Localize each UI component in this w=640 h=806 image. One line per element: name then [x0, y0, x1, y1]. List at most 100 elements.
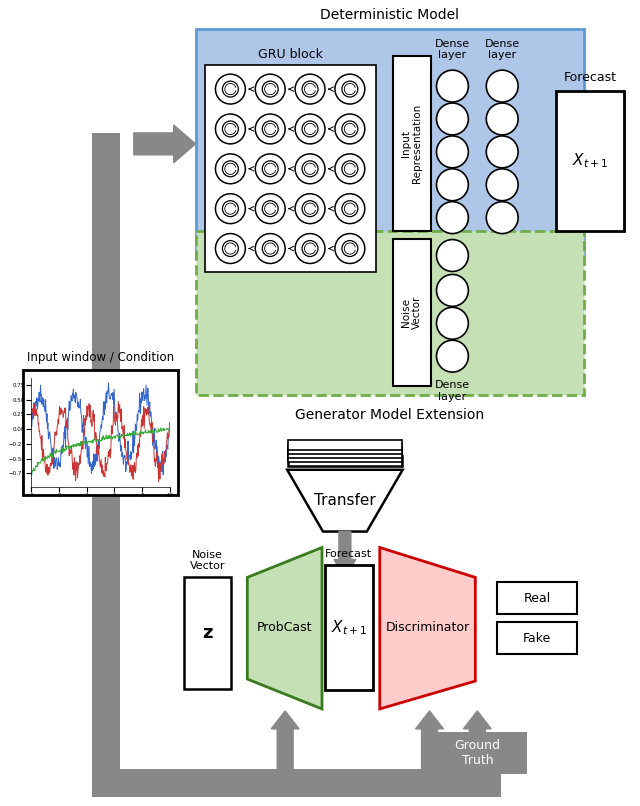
Circle shape	[342, 201, 358, 217]
Text: z: z	[202, 624, 212, 642]
Circle shape	[216, 114, 245, 144]
Text: Noise
Vector: Noise Vector	[189, 550, 225, 571]
Circle shape	[262, 161, 278, 177]
Circle shape	[302, 161, 318, 177]
Circle shape	[486, 70, 518, 102]
Circle shape	[436, 70, 468, 102]
Circle shape	[302, 201, 318, 217]
Circle shape	[302, 240, 318, 256]
Text: Noise
Vector: Noise Vector	[401, 296, 422, 329]
Circle shape	[223, 240, 238, 256]
Bar	[325, 566, 372, 690]
Circle shape	[436, 103, 468, 135]
Circle shape	[295, 114, 325, 144]
Circle shape	[335, 234, 365, 264]
Text: $X_{t+1}$: $X_{t+1}$	[331, 618, 367, 637]
Text: Dense
layer: Dense layer	[484, 39, 520, 60]
Circle shape	[486, 202, 518, 234]
Bar	[497, 622, 577, 654]
Polygon shape	[247, 547, 322, 709]
Text: Real: Real	[524, 592, 550, 604]
Circle shape	[342, 240, 358, 256]
Circle shape	[223, 121, 238, 137]
Circle shape	[436, 340, 468, 372]
Bar	[287, 448, 402, 458]
Circle shape	[486, 103, 518, 135]
Bar	[287, 444, 402, 454]
Circle shape	[302, 121, 318, 137]
Text: Ground
Truth: Ground Truth	[454, 739, 500, 767]
Circle shape	[295, 74, 325, 104]
Circle shape	[295, 234, 325, 264]
Circle shape	[486, 168, 518, 201]
Bar	[23, 370, 178, 495]
Bar	[205, 65, 376, 272]
Polygon shape	[271, 711, 299, 769]
Circle shape	[216, 193, 245, 223]
Circle shape	[223, 161, 238, 177]
Bar	[287, 440, 402, 450]
Circle shape	[436, 239, 468, 272]
Circle shape	[335, 193, 365, 223]
Circle shape	[223, 201, 238, 217]
Polygon shape	[415, 711, 444, 769]
Text: Fake: Fake	[523, 632, 551, 645]
Circle shape	[255, 193, 285, 223]
Polygon shape	[463, 711, 492, 732]
Bar	[393, 239, 431, 386]
Circle shape	[436, 275, 468, 306]
Circle shape	[223, 81, 238, 97]
Circle shape	[262, 240, 278, 256]
Circle shape	[262, 121, 278, 137]
Circle shape	[255, 234, 285, 264]
Circle shape	[255, 74, 285, 104]
Circle shape	[262, 81, 278, 97]
Text: Input
Representation: Input Representation	[401, 104, 422, 183]
Circle shape	[486, 136, 518, 168]
Circle shape	[342, 161, 358, 177]
Circle shape	[216, 74, 245, 104]
Bar	[92, 133, 120, 769]
Text: GRU block: GRU block	[258, 48, 323, 61]
Text: ProbCast: ProbCast	[257, 621, 312, 634]
Bar	[184, 577, 232, 689]
Text: Forecast: Forecast	[325, 550, 372, 559]
Bar	[196, 231, 584, 395]
Bar	[393, 56, 431, 231]
Text: Deterministic Model: Deterministic Model	[320, 8, 459, 23]
Text: Transfer: Transfer	[314, 493, 376, 508]
Circle shape	[295, 193, 325, 223]
Circle shape	[342, 121, 358, 137]
Circle shape	[436, 168, 468, 201]
Circle shape	[342, 81, 358, 97]
Circle shape	[335, 74, 365, 104]
Circle shape	[335, 114, 365, 144]
Circle shape	[262, 201, 278, 217]
Bar	[92, 769, 501, 796]
Bar	[497, 583, 577, 614]
Circle shape	[302, 81, 318, 97]
Circle shape	[335, 154, 365, 184]
Text: Discriminator: Discriminator	[385, 621, 470, 634]
Text: Input window / Condition: Input window / Condition	[27, 351, 174, 364]
Circle shape	[255, 154, 285, 184]
Circle shape	[216, 154, 245, 184]
Bar	[196, 29, 584, 259]
Text: Dense
layer: Dense layer	[435, 380, 470, 401]
Polygon shape	[134, 125, 196, 163]
Text: Generator Model Extension: Generator Model Extension	[295, 408, 484, 422]
Polygon shape	[287, 470, 403, 531]
Bar	[287, 452, 402, 462]
Circle shape	[295, 154, 325, 184]
Bar	[428, 732, 527, 774]
Circle shape	[436, 136, 468, 168]
Bar	[287, 456, 402, 466]
Circle shape	[436, 307, 468, 339]
Polygon shape	[380, 547, 476, 709]
Polygon shape	[334, 531, 356, 577]
Circle shape	[216, 234, 245, 264]
Text: $X_{t+1}$: $X_{t+1}$	[572, 152, 608, 170]
Circle shape	[436, 202, 468, 234]
Text: Forecast: Forecast	[563, 71, 616, 84]
Text: Dense
layer: Dense layer	[435, 39, 470, 60]
